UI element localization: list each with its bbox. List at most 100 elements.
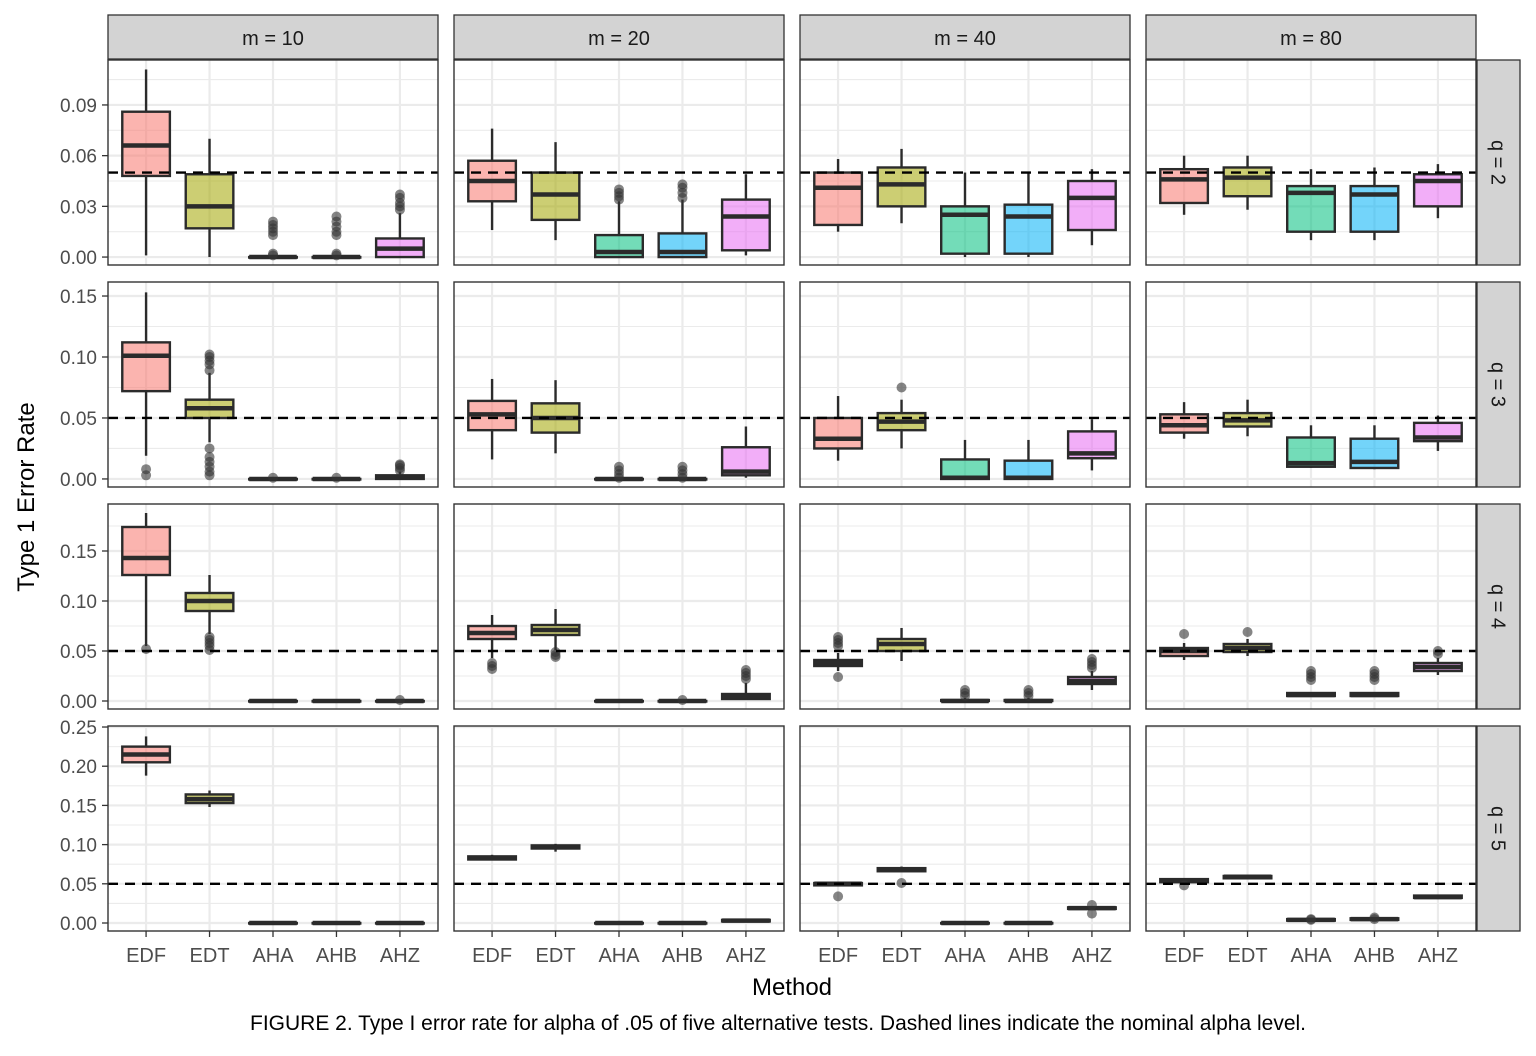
box-edf [813,632,864,682]
box-aha [940,172,990,258]
y-tick-label: 0.10 [60,836,97,857]
x-tick-label: AHA [944,945,986,967]
y-tick-label: 0.00 [60,248,97,269]
box-iqr [121,341,172,393]
box-aha [1286,666,1336,698]
facet-strip-right: q = 4 [1476,503,1521,710]
box-iqr [1066,179,1117,232]
box-ahb [1349,425,1400,470]
box-ahb [1003,920,1054,926]
outlier-point [1086,899,1097,910]
outlier-point [833,672,844,682]
panel-border [1145,503,1477,710]
box-ahz [720,174,771,256]
outlier-point [1086,908,1097,919]
facet-strip-background [1476,281,1521,488]
y-tick-label: 0.10 [60,348,97,369]
outlier-point [1023,685,1034,695]
box-iqr [184,173,235,230]
x-tick-label: AHZ [1418,945,1458,967]
outlier-point [204,443,215,454]
box-edt [1222,155,1273,210]
facet-strip-top: m = 80 [1145,14,1477,60]
box-ahb [657,920,708,926]
box-ahb [311,920,362,926]
x-tick-label: EDT [536,945,576,967]
box-ahz [374,695,425,705]
facet-strip-label: m = 80 [1280,28,1342,50]
box-edt [530,843,581,852]
x-tick-label: AHZ [1072,945,1112,967]
outlier-point [1179,880,1190,891]
box-edt [876,628,927,661]
box-aha [248,920,298,926]
outlier-point [614,461,624,472]
facet-strip-label: m = 40 [934,28,996,50]
box-ahb [1349,912,1400,925]
outlier-point [394,189,405,200]
box-ahz [374,920,425,926]
outlier-point [550,647,561,657]
panel-border [799,503,1131,710]
box-iqr [720,198,771,252]
box-aha [940,439,990,481]
box-edt [530,609,581,662]
y-tick-label: 0.09 [60,96,97,117]
box-edf [813,159,864,232]
y-tick-label: 0.15 [60,287,97,308]
box-ahz [1066,419,1117,471]
outlier-point [204,632,215,642]
box-ahz [720,918,771,923]
box-edt [184,138,235,258]
box-aha [594,920,644,926]
box-aha [1286,169,1336,241]
box-ahb [311,211,362,261]
outlier-point [896,878,907,889]
panel-border [107,503,439,710]
box-edt [1222,399,1273,437]
box-edf [1159,877,1210,891]
outlier-point [896,382,907,393]
outlier-point [394,695,405,705]
x-tick-label: AHA [252,945,294,967]
y-tick-label: 0.10 [60,592,97,613]
box-iqr [813,171,864,227]
box-ahb [657,461,708,483]
y-tick-label: 0.20 [60,757,97,778]
facet-panel [453,59,785,266]
facet-panel [453,503,785,710]
facet-panel: EDF EDT AHA AHB AHZ [107,725,439,967]
y-tick-label: 0.00 [60,692,97,713]
panel-border [107,281,439,488]
y-tick-label: 0.25 [60,718,97,739]
outlier-point [833,632,844,642]
facet-panel [107,281,439,488]
x-tick-label: EDF [472,945,512,967]
box-aha [594,461,644,483]
box-aha [248,216,298,261]
x-tick-label: AHZ [726,945,766,967]
x-tick-label: EDT [882,945,922,967]
facet-panel [107,59,439,266]
y-tick-label: 0.00 [60,470,97,491]
box-edt [530,142,581,241]
outlier-point [677,179,688,190]
facet-panel: EDF EDT AHA AHB AHZ [453,725,785,967]
box-aha [940,685,990,704]
outlier-point [1242,627,1253,637]
panel-border [453,281,785,488]
panel-border [453,59,785,266]
y-tick-label: 0.05 [60,409,97,430]
facet-strip-background [1145,14,1477,60]
box-ahz [374,189,425,259]
facet-panel [1145,281,1477,488]
box-edf [467,128,518,231]
facet-strip-background [1476,725,1521,932]
box-aha [594,698,644,704]
box-aha [594,184,644,259]
facet-panel [799,59,1131,266]
box-ahz [1412,415,1463,451]
panel-border [453,503,785,710]
facet-strip-top: m = 40 [799,14,1131,60]
outlier-point [268,216,278,227]
